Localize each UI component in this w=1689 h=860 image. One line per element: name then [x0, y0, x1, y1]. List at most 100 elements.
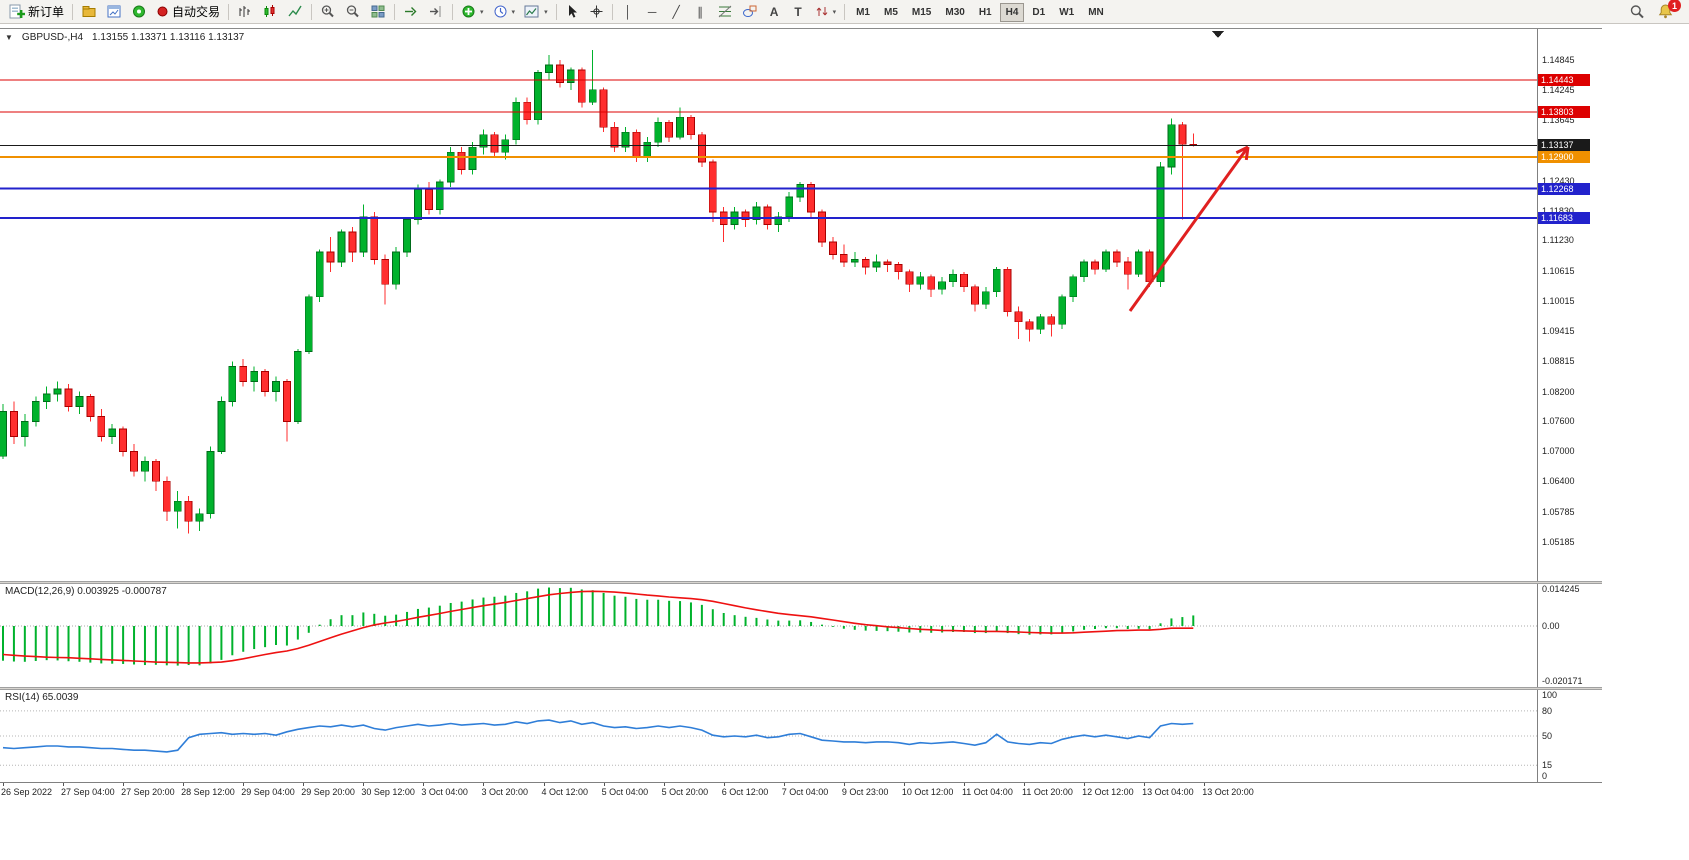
chart-ohlc-values: 1.13155 1.13371 1.13116 1.13137 [92, 32, 245, 43]
rsi-axis-label: 50 [1542, 731, 1553, 741]
price-tick-label: 1.11830 [1542, 205, 1574, 216]
candlestick-chart-button[interactable] [258, 2, 282, 22]
panel-splitter[interactable] [0, 687, 1602, 690]
text-tool-button[interactable]: A [763, 2, 786, 22]
periods-button[interactable]: ▾ [489, 2, 520, 22]
price-axis[interactable]: 1.14845 1.14245 1.13645 1.12430 1.11830 1.112… [1537, 29, 1602, 581]
profiles-button[interactable] [77, 2, 101, 22]
timeframe-h4-button[interactable]: H4 [999, 2, 1025, 22]
search-button[interactable] [1625, 2, 1649, 22]
candle-body [20, 421, 29, 437]
chart-shift-icon [430, 6, 441, 17]
shapes-tool-button[interactable] [738, 2, 762, 22]
candle-body [250, 371, 259, 382]
notifications-button[interactable]: 1 [1657, 0, 1681, 20]
notification-badge: 1 [1668, 0, 1681, 12]
fibonacci-tool-button[interactable] [713, 2, 737, 22]
candle-body [283, 381, 291, 422]
macd-axis[interactable]: 0.014245 0.00 -0.020171 [1537, 584, 1602, 687]
candle-body [86, 396, 95, 417]
templates-button[interactable]: ▾ [520, 2, 552, 22]
rsi-panel[interactable]: RSI(14) 65.0039 100 80 50 15 0 [0, 690, 1602, 782]
candle-body [1036, 316, 1045, 330]
data-window-button[interactable] [102, 2, 126, 22]
candle-body [894, 263, 903, 273]
bar-chart-button[interactable] [233, 2, 257, 22]
crosshair-button[interactable] [585, 2, 608, 22]
new-order-button[interactable]: 新订单 [5, 2, 68, 22]
candle-body [1003, 268, 1012, 313]
line-chart-button[interactable] [283, 2, 307, 22]
toolbar-right: 1 [1625, 0, 1684, 22]
cursor-button[interactable] [561, 2, 584, 22]
chart-collapse-icon[interactable]: ▼ [5, 33, 13, 42]
sounds-icon [133, 5, 146, 18]
time-tick [1084, 783, 1086, 786]
sounds-button[interactable] [127, 2, 151, 22]
zoom-in-icon [321, 5, 334, 18]
candle-body [981, 291, 990, 305]
horizontal-line-tool-button[interactable]: ─ [641, 2, 664, 22]
time-axis-label: 12 Oct 12:00 [1082, 787, 1134, 797]
indicators-button[interactable]: ▾ [457, 2, 488, 22]
timeframe-m1-button[interactable]: M1 [850, 3, 876, 22]
time-axis[interactable]: 26 Sep 2022 27 Sep 04:00 27 Sep 20:00 28 Se… [0, 782, 1602, 799]
dropdown-arrow-icon: ▾ [480, 8, 484, 16]
candle-body [1167, 124, 1176, 168]
vertical-line-tool-button[interactable]: │ [617, 2, 640, 22]
text-label-tool-button[interactable]: T [787, 2, 810, 22]
panel-splitter[interactable] [0, 581, 1602, 584]
candle-body [1047, 316, 1056, 325]
arrows-tool-button[interactable]: ▾ [811, 2, 841, 22]
zoom-out-button[interactable] [341, 2, 365, 22]
rsi-canvas [0, 710, 1537, 766]
price-tick-label: 1.05185 [1542, 536, 1575, 547]
time-tick [603, 783, 605, 786]
timeframe-m15-button[interactable]: M15 [906, 3, 937, 22]
timeframe-d1-button[interactable]: D1 [1026, 3, 1051, 22]
candle-body [162, 480, 171, 512]
macd-panel[interactable]: MACD(12,26,9) 0.003925 -0.000787 0.01424… [0, 584, 1602, 687]
candle-body [53, 388, 62, 395]
candle-body [839, 253, 848, 263]
time-tick [183, 783, 185, 786]
tile-windows-button[interactable] [366, 2, 390, 22]
trend-arrow-annotation[interactable] [1128, 146, 1250, 312]
bar-chart-icon [239, 6, 251, 17]
zoom-in-button[interactable] [316, 2, 340, 22]
timeframe-w1-button[interactable]: W1 [1053, 3, 1080, 22]
toolbar-separator [452, 3, 454, 20]
candle-body [687, 116, 695, 136]
rsi-axis[interactable]: 100 80 50 15 0 [1537, 690, 1602, 782]
time-tick [843, 783, 845, 786]
candle-body [1058, 296, 1067, 325]
timeframe-m30-button[interactable]: M30 [939, 3, 970, 22]
timeframe-mn-button[interactable]: MN [1082, 3, 1110, 22]
price-chart-canvas[interactable] [0, 29, 1537, 581]
trendline-tool-button[interactable]: ╱ [665, 2, 688, 22]
candle-body [228, 366, 237, 402]
cursor-icon [569, 5, 578, 18]
toolbar-separator [311, 3, 313, 20]
candle-body [359, 216, 368, 253]
candle-body [1091, 261, 1099, 270]
timeframe-h1-button[interactable]: H1 [973, 3, 998, 22]
candle-body [545, 64, 553, 73]
data-window-icon [107, 5, 121, 18]
rsi-label: RSI(14) 65.0039 [5, 692, 79, 703]
candle-body [1014, 311, 1023, 323]
rsi-axis-label: 0 [1542, 771, 1548, 781]
price-panel[interactable]: ▼ GBPUSD-,H4 1.13155 1.13371 1.13116 1.1… [0, 29, 1602, 581]
candle-body [10, 411, 18, 437]
auto-trading-button[interactable]: 自动交易 [152, 2, 224, 22]
candle-body [108, 428, 117, 437]
tile-windows-icon [371, 5, 385, 18]
new-order-icon [9, 4, 25, 19]
candle-body [818, 211, 826, 243]
timeframe-m5-button[interactable]: M5 [878, 3, 904, 22]
chart-shift-button[interactable] [424, 2, 448, 22]
time-tick [963, 783, 965, 786]
equidistant-channel-icon: ∥ [697, 4, 704, 19]
auto-scroll-button[interactable] [399, 2, 423, 22]
channel-tool-button[interactable]: ∥ [689, 2, 712, 22]
